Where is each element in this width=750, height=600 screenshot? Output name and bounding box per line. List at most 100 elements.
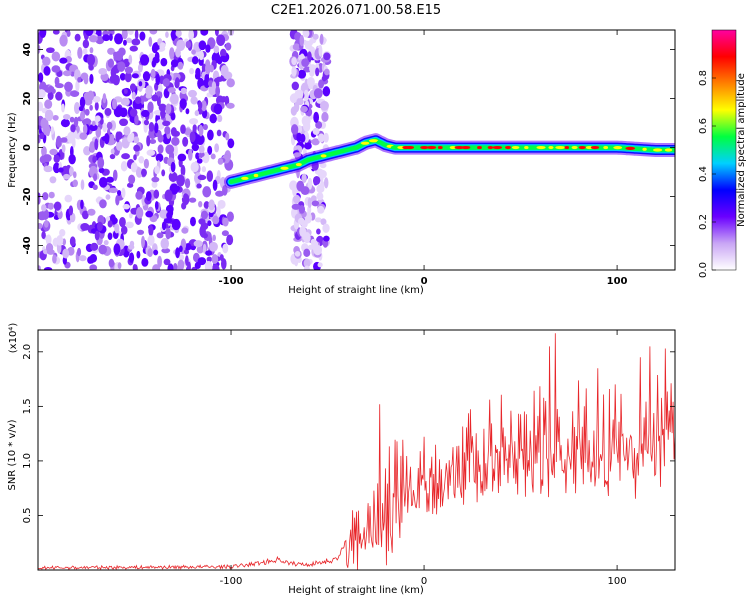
snr-y-tick-label: 1.0 [22,453,33,469]
spectrogram-noise-blob [39,30,47,38]
spectrogram-noise-blob [123,39,127,46]
spectrogram-noise-blob [68,154,76,165]
spectrogram-noise-blob [167,263,174,270]
spectrogram-noise-blob [197,101,203,110]
spectrogram-noise-blob [170,127,177,137]
spectrogram-noise-blob [311,138,320,146]
spectrogram-noise-blob [43,266,53,270]
spectrogram-noise-blob [139,31,146,41]
spectrogram-noise-blob [130,162,138,173]
spectrogram-noise-blob [215,76,224,82]
snr-y-tick-label: 1.5 [22,398,33,414]
spectrogram-noise-blob [97,157,105,169]
spectrogram-ridge-peak [585,145,594,150]
spectrogram-ridge-peak [449,145,457,150]
spectrogram-noise-blob [157,255,162,268]
spectrogram-noise-blob [220,48,227,58]
spectrogram-noise-blob [198,145,205,154]
spectrogram-noise-blob [98,244,108,255]
spectrogram-noise-blob [128,174,136,185]
spectrogram-noise-blob [227,138,235,149]
spectrogram-frame [37,29,676,271]
spectrogram-noise-blob [292,43,301,51]
spectrogram-noise-blob [211,254,219,265]
spectrogram-noise-blob [123,88,128,94]
spectrogram-noise-blob [134,101,143,110]
spectrogram-noise-blob [89,264,98,270]
spectrogram-noise-blob [191,56,199,65]
spectrogram-noise-blob [131,73,139,79]
spectrogram-noise-blob [120,225,128,235]
spectrogram-noise-blob [134,30,139,40]
spectrogram-noise-blob [114,33,124,45]
spectrogram-noise-blob [79,96,86,109]
spectrogram-noise-blob [311,200,320,207]
spectrogram-noise-blob [109,153,116,160]
snr-x-tick-label: 0 [421,576,427,587]
spectrogram-noise-blob [319,180,325,190]
spectrogram-noise-blob [92,184,98,191]
spectrogram-noise-blob [48,191,55,199]
spectrogram-noise-blob [225,132,230,141]
spectrogram-noise-blob [199,225,206,238]
spectrogram-ridge-peak [390,145,398,149]
spectrogram-noise-blob [108,33,113,42]
spectrogram-noise-blob [165,144,175,155]
spectrogram-ridge-peak [555,145,566,150]
spectrogram-noise-blob [175,30,182,38]
spectrogram-noise-blob [51,51,61,62]
snr-x-ticks: -100 0 100 [220,330,627,587]
spectrogram-noise-blob [59,34,68,47]
spectrogram-noise-blob [133,136,140,144]
spectrogram-noise-blob [321,75,327,82]
spectrogram-noise-blob [202,243,207,254]
spectrogram-noise-blob [209,113,217,124]
spectrogram-noise-blob [136,229,145,235]
spectrogram-noise-blob [307,177,313,190]
spectrogram-ridge-peak [288,165,294,169]
spectrogram-noise-blob [141,257,149,267]
spectrogram-noise-blob [70,145,74,158]
spectrogram-noise-blob [89,257,95,264]
spectrogram-noise-blob [128,54,133,65]
spectrogram-noise-blob [165,204,174,214]
spectrogram-noise-blob [307,51,312,63]
spectrogram-noise-blob [195,152,200,160]
colorbar-ticks: 0.0 0.2 0.4 0.6 0.8 [698,70,716,278]
spectrogram-noise-blob [143,158,150,169]
spectrogram-ridge-peak [353,145,362,149]
spectrogram-noise-blob [107,232,113,240]
spectrogram-noise-blob [113,243,121,255]
spectrogram-noise-blob [80,179,85,191]
spectrogram-noise-blob [185,108,190,115]
spectrogram-noise-blob [198,200,203,208]
spectrogram-ridge-peak [477,145,482,150]
spectrogram-noise-blob [54,83,64,89]
spectrogram-noise-blob [83,146,91,156]
spectrogram-noise-blob [226,102,235,109]
spectrogram-ridge-peak [420,145,429,150]
spectrogram-noise-blob [154,200,159,210]
spectrogram-noise-blob [133,144,141,152]
spectrogram-noise-blob [164,189,173,202]
spectrogram-noise-blob [312,127,320,135]
snr-panel: -100 0 100 2.0 1.5 1.0 0.5 (x10⁴) Height of s… [7,323,676,596]
spectrogram-noise-blob [212,215,220,225]
spectrogram-noise-blob [312,175,321,185]
spectrogram-noise-blob [42,56,51,67]
spectrogram-noise-blob [219,55,228,62]
spectrogram-noise [38,30,332,270]
spectrogram-noise-blob [181,227,189,234]
spectrogram-noise-blob [119,118,129,127]
spectrogram-noise-blob [46,249,55,255]
spectrogram-noise-blob [94,138,99,151]
spectrogram-noise-blob [182,136,189,147]
spectrogram-noise-blob [129,45,138,52]
spectrogram-noise-blob [38,265,41,270]
spectrogram-noise-blob [291,81,299,91]
spectrogram-noise-blob [319,172,324,183]
snr-x-tick-label: 100 [608,576,627,587]
spectrogram-noise-blob [294,250,301,257]
spectrogram-noise-blob [41,231,46,240]
